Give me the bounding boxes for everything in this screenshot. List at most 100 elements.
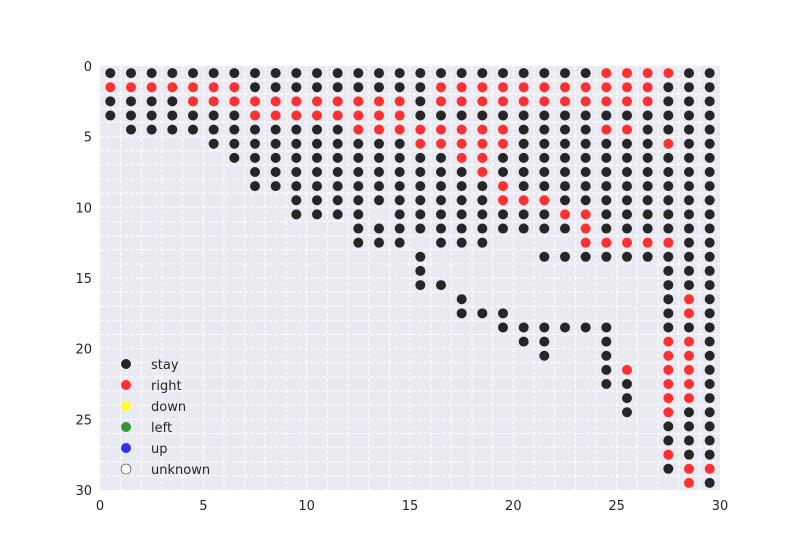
point-right	[456, 82, 467, 93]
point-stay	[622, 138, 632, 149]
point-stay	[229, 68, 240, 79]
point-stay	[622, 195, 632, 206]
point-right	[394, 96, 405, 107]
point-right	[622, 96, 632, 107]
point-stay	[704, 237, 715, 248]
point-stay	[622, 407, 632, 418]
point-stay	[477, 181, 488, 192]
legend: stay right down left up unknown	[120, 358, 210, 478]
point-stay	[456, 195, 467, 206]
point-stay	[415, 223, 426, 234]
point-stay	[188, 68, 198, 79]
point-stay	[436, 223, 446, 234]
point-stay	[394, 138, 405, 149]
grid-lines	[100, 66, 720, 490]
point-stay	[498, 223, 508, 234]
point-right	[622, 82, 632, 93]
point-stay	[146, 96, 157, 107]
point-right	[539, 96, 550, 107]
legend-label-stay: stay	[151, 358, 179, 373]
point-stay	[436, 195, 446, 206]
point-stay	[270, 138, 281, 149]
point-right	[270, 96, 281, 107]
point-stay	[353, 223, 364, 234]
point-right	[415, 124, 426, 135]
legend-label-up: up	[151, 442, 168, 457]
point-stay	[684, 110, 694, 121]
point-right	[291, 96, 302, 107]
x-axis-ticks: 0 5 10 15 20 25 30	[96, 499, 728, 514]
point-right	[477, 82, 488, 93]
point-right	[374, 110, 384, 121]
point-stay	[332, 152, 343, 163]
point-right	[663, 407, 674, 418]
point-right	[312, 96, 322, 107]
point-right	[477, 138, 488, 149]
point-right	[498, 124, 508, 135]
point-stay	[704, 379, 715, 389]
point-stay	[518, 209, 529, 220]
point-stay	[291, 82, 302, 93]
point-stay	[684, 322, 694, 333]
legend-entry-left: left	[121, 421, 172, 436]
point-right	[498, 96, 508, 107]
point-right	[642, 82, 653, 93]
point-stay	[312, 195, 322, 206]
point-stay	[704, 435, 715, 446]
point-stay	[684, 237, 694, 248]
point-stay	[560, 110, 570, 121]
point-right	[229, 96, 240, 107]
point-stay	[663, 308, 674, 319]
point-right	[663, 68, 674, 79]
point-stay	[270, 167, 281, 177]
point-stay	[518, 124, 529, 135]
point-stay	[353, 152, 364, 163]
point-stay	[394, 68, 405, 79]
point-stay	[374, 68, 384, 79]
point-right	[188, 82, 198, 93]
point-stay	[270, 124, 281, 135]
point-stay	[684, 421, 694, 432]
point-stay	[580, 167, 591, 177]
point-right	[704, 463, 715, 474]
point-stay	[394, 223, 405, 234]
point-stay	[477, 209, 488, 220]
point-stay	[560, 195, 570, 206]
point-stay	[105, 96, 116, 107]
point-stay	[332, 124, 343, 135]
point-stay	[684, 152, 694, 163]
point-stay	[663, 152, 674, 163]
point-stay	[560, 181, 570, 192]
legend-label-down: down	[151, 400, 186, 415]
point-stay	[580, 68, 591, 79]
point-stay	[374, 237, 384, 248]
point-stay	[663, 463, 674, 474]
point-right	[601, 68, 612, 79]
point-stay	[291, 68, 302, 79]
point-right	[539, 195, 550, 206]
point-stay	[560, 68, 570, 79]
point-right	[456, 124, 467, 135]
point-stay	[642, 110, 653, 121]
point-stay	[374, 167, 384, 177]
point-stay	[704, 350, 715, 361]
point-stay	[312, 68, 322, 79]
point-stay	[622, 181, 632, 192]
point-stay	[394, 167, 405, 177]
point-stay	[415, 152, 426, 163]
point-stay	[663, 280, 674, 291]
point-stay	[539, 152, 550, 163]
point-stay	[105, 110, 116, 121]
point-stay	[663, 265, 674, 276]
point-right	[312, 110, 322, 121]
point-right	[436, 82, 446, 93]
legend-marker-unknown	[120, 463, 132, 475]
point-right	[498, 82, 508, 93]
point-stay	[353, 167, 364, 177]
point-stay	[704, 477, 715, 488]
legend-marker-left	[121, 422, 131, 432]
point-stay	[229, 110, 240, 121]
point-right	[663, 379, 674, 389]
y-tick-label: 30	[75, 484, 92, 499]
point-stay	[704, 138, 715, 149]
